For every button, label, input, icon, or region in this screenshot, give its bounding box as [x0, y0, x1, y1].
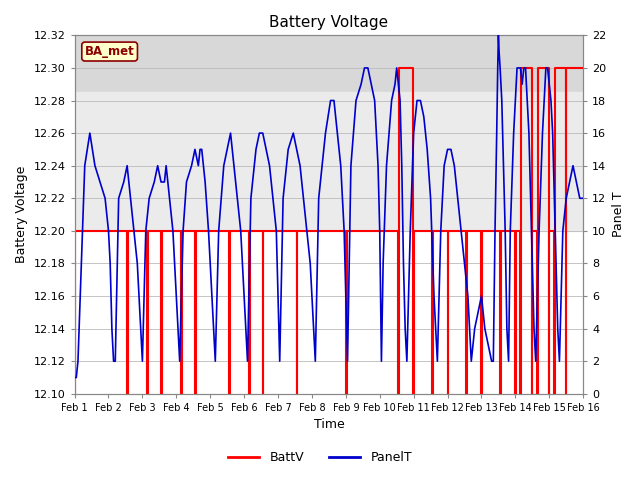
Title: Battery Voltage: Battery Voltage: [269, 15, 388, 30]
X-axis label: Time: Time: [314, 419, 344, 432]
Y-axis label: Panel T: Panel T: [612, 192, 625, 238]
Bar: [75, 92, 583, 231]
Y-axis label: Battery Voltage: Battery Voltage: [15, 166, 28, 263]
Bar: [75, 36, 583, 92]
Legend: BattV, PanelT: BattV, PanelT: [223, 446, 417, 469]
Text: BA_met: BA_met: [84, 45, 134, 58]
